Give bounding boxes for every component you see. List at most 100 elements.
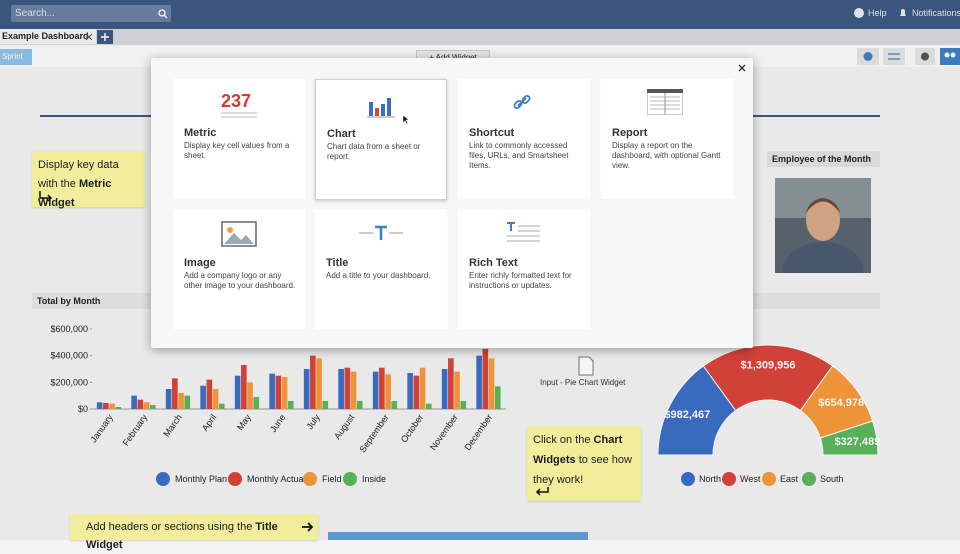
bar <box>96 402 103 409</box>
sprint-button[interactable]: Sprint <box>0 49 32 65</box>
widget-card[interactable]: 237 Metric Display key cell values from … <box>173 79 305 199</box>
legend-swatch <box>303 472 317 486</box>
slice-label: $982,467 <box>664 409 710 421</box>
rich-text-icon <box>507 222 540 242</box>
legend-swatch <box>156 472 170 486</box>
note-text: Add headers or sections using the <box>86 521 253 533</box>
note-text: Display key data with the <box>38 159 119 190</box>
legend-swatch <box>343 472 357 486</box>
note-arrow <box>535 487 549 496</box>
legend-label: Field <box>322 474 342 484</box>
bar <box>476 355 482 409</box>
bar <box>419 367 426 409</box>
bar <box>350 371 357 409</box>
card-name: Title <box>326 257 349 269</box>
bar <box>448 358 454 409</box>
legend-swatch <box>228 472 242 486</box>
help-link[interactable]: Help <box>868 8 887 18</box>
chart-note: Click on the Chart Widgets to see how th… <box>527 426 641 501</box>
card-description: Display key cell values from a sheet. <box>184 141 290 160</box>
bar <box>143 402 150 409</box>
card-name: Rich Text <box>469 257 518 269</box>
card-name: Chart <box>327 128 356 140</box>
bar <box>184 395 191 409</box>
bar <box>115 407 122 409</box>
modal-close[interactable] <box>738 64 746 72</box>
widget-card[interactable]: Shortcut Link to commonly accessed files… <box>458 79 590 199</box>
search-box[interactable]: Search... <box>11 5 171 22</box>
bar <box>407 373 413 409</box>
help-icon <box>854 8 864 18</box>
card-description: Chart data from a sheet or report. <box>327 142 421 161</box>
legend-label: North <box>699 474 721 484</box>
bar <box>316 358 322 409</box>
metric-icon-lines <box>221 112 257 118</box>
legend-swatch <box>681 472 695 486</box>
bar <box>425 403 432 409</box>
widget-card[interactable]: Report Display a report on the dashboard… <box>601 79 733 199</box>
card-description: Display a report on the dashboard, with … <box>612 141 721 170</box>
slice-label: $1,309,956 <box>740 360 795 372</box>
bar <box>488 358 495 409</box>
doc-icon <box>578 356 594 376</box>
widget-card[interactable]: Rich Text Enter richly formatted text fo… <box>458 209 590 329</box>
bar <box>109 403 115 409</box>
bar <box>206 379 213 409</box>
y-tick-label: $0 <box>78 404 88 414</box>
bell-icon <box>900 9 906 16</box>
bar <box>494 386 501 409</box>
card-name: Image <box>184 257 216 269</box>
y-tick-label: $400,000 <box>50 351 88 361</box>
legend-swatch <box>762 472 776 486</box>
notifications-link[interactable]: Notifications <box>912 8 960 18</box>
bar <box>379 367 385 409</box>
note-arrow <box>39 191 53 202</box>
legend-label: Monthly Actual <box>247 474 306 484</box>
widget-strip <box>328 532 588 540</box>
tab-close[interactable] <box>85 33 93 41</box>
card-description: Add a title to your dashboard. <box>326 271 431 280</box>
image-icon <box>221 221 257 247</box>
toolbar-icons <box>857 48 960 65</box>
legend-label: West <box>740 474 761 484</box>
legend-label: East <box>780 474 799 484</box>
card-description: Add a company logo or any other image to… <box>184 271 296 290</box>
metric-icon: 237 <box>221 91 252 111</box>
report-icon <box>647 89 683 115</box>
add-tab[interactable] <box>97 30 113 44</box>
widget-card[interactable]: Image Add a company logo or any other im… <box>173 209 305 329</box>
tab-bar <box>0 29 960 45</box>
bar <box>454 371 460 409</box>
note-arrow <box>302 522 314 532</box>
cursor <box>402 114 410 125</box>
link-icon <box>513 95 531 109</box>
legend-label: Monthly Plan <box>175 474 227 484</box>
bar <box>103 403 109 409</box>
title-icon <box>359 225 403 240</box>
bar <box>253 397 260 409</box>
pie-slice <box>819 420 879 456</box>
widget-card[interactable]: Chart Chart data from a sheet or report. <box>315 79 447 200</box>
bar <box>241 365 247 409</box>
bar <box>269 373 275 409</box>
bar <box>310 355 316 409</box>
bar <box>212 389 219 409</box>
bar <box>247 382 253 409</box>
widget-card[interactable]: Title Add a title to your dashboard. <box>315 209 447 329</box>
bar <box>372 371 379 409</box>
dashboard-tab[interactable]: Example Dashboard <box>0 29 96 44</box>
employee-photo <box>775 178 871 273</box>
bar <box>218 403 225 409</box>
slice-label: $327,489 <box>834 436 880 448</box>
bar <box>385 374 391 409</box>
bar <box>131 395 137 409</box>
note-bold: Metric Widget <box>38 178 112 209</box>
legend-label: South <box>820 474 844 484</box>
bar <box>149 405 156 409</box>
bar <box>172 378 178 409</box>
y-tick-label: $600,000 <box>50 324 88 334</box>
note-text: to see how they work! <box>533 454 632 486</box>
bar <box>137 399 144 409</box>
